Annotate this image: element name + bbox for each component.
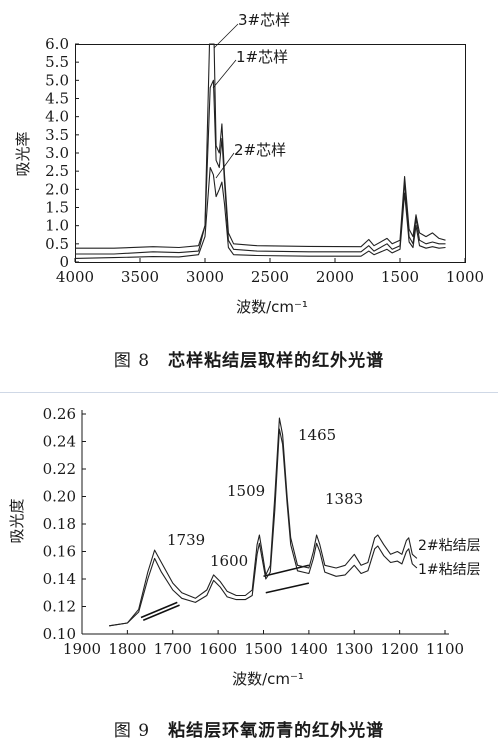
baseline-line-3: [263, 564, 310, 578]
series-line-2: [75, 79, 446, 255]
series-group: [74, 43, 446, 259]
legend-label-1: 1#粘结层: [418, 562, 481, 578]
annotation-2-core: 2#芯样: [234, 141, 286, 159]
y-tick-label: 0: [59, 253, 69, 271]
series-group: [109, 417, 418, 627]
x-tick-label: 1300: [335, 640, 373, 658]
figure-9-title: 粘结层环氧沥青的红外光谱: [168, 721, 385, 741]
figure-9-number: 图 9: [113, 721, 151, 741]
x-tick-label: 1700: [154, 640, 192, 658]
x-tick-label: 1100: [426, 640, 464, 658]
y-tick-label: 5.5: [45, 53, 69, 71]
x-tick-label: 2000: [316, 268, 354, 286]
x-axis-title: 波数/cm⁻¹: [236, 298, 308, 316]
y-tick-label: 0.5: [45, 235, 69, 253]
baseline-line-1: [140, 601, 178, 619]
x-tick-label: 4000: [56, 268, 94, 286]
peak-label-1509: 1509: [227, 482, 265, 500]
y-axis-title: 吸光率: [14, 131, 32, 176]
y-tick-label: 0.12: [43, 598, 76, 616]
x-tick-label: 1500: [381, 268, 419, 286]
annotation-3-core: 3#芯样: [238, 11, 290, 29]
y-tick-label: 2.0: [45, 180, 69, 198]
annotation-1-core: 1#芯样: [236, 48, 288, 66]
y-tick-label: 0.10: [43, 625, 76, 643]
figure-8-caption: 图 8 芯样粘结层取样的红外光谱: [0, 346, 498, 371]
x-tick-label: 2500: [251, 268, 289, 286]
figure-9-caption: 图 9 粘结层环氧沥青的红外光谱: [0, 716, 498, 741]
peak-label-1383: 1383: [325, 490, 363, 508]
y-tick-label: 0.14: [43, 570, 76, 588]
series-line-3: [74, 166, 446, 259]
figure-8-title: 芯样粘结层取样的红外光谱: [168, 351, 385, 371]
y-tick-label: 4.0: [45, 108, 69, 126]
x-tick-label: 1500: [244, 640, 282, 658]
x-tick-label: 3000: [186, 268, 224, 286]
y-tick-label: 0.26: [43, 405, 76, 423]
x-axis: 4000 3500 3000 2500 2000 1500 1000: [56, 258, 484, 286]
baseline-group: [140, 564, 310, 621]
y-tick-label: 3.0: [45, 144, 69, 162]
y-tick-label: 0.22: [43, 460, 76, 478]
leader-line-3: [213, 23, 239, 49]
y-tick-label: 0.24: [43, 433, 76, 451]
legend-label-2: 2#粘结层: [418, 538, 481, 554]
y-axis: 00.51.01.52.02.53.03.54.04.55.05.56.0: [45, 35, 79, 271]
section-divider: [0, 392, 498, 393]
peak-label-1739: 1739: [167, 531, 205, 549]
y-tick-label: 0.16: [43, 543, 76, 561]
peak-label-1600: 1600: [210, 552, 248, 570]
leader-line-2: [215, 152, 235, 179]
x-tick-label: 3500: [121, 268, 159, 286]
y-axis-title: 吸光度: [8, 498, 26, 543]
y-tick-label: 1.5: [45, 199, 69, 217]
x-axis-title: 波数/cm⁻¹: [232, 670, 304, 688]
y-tick-label: 0.18: [43, 515, 76, 533]
x-tick-label: 1200: [381, 640, 419, 658]
x-tick-label: 1400: [290, 640, 328, 658]
y-tick-label: 3.5: [45, 126, 69, 144]
figure-8-chart: 00.51.01.52.02.53.03.54.04.55.05.56.0 40…: [14, 11, 484, 316]
series-line-1: [109, 417, 418, 627]
leader-line-1: [212, 59, 237, 89]
x-tick-label: 1900: [63, 640, 101, 658]
series-line-2: [109, 428, 418, 627]
y-tick-label: 4.5: [45, 90, 69, 108]
y-tick-label: 0.20: [43, 488, 76, 506]
y-tick-label: 1.0: [45, 217, 69, 235]
x-axis: 1900 1800 1700 1600 1500 1400 1300 1200 1100: [63, 630, 464, 658]
x-tick-label: 1000: [446, 268, 484, 286]
y-tick-label: 5.0: [45, 71, 69, 89]
y-tick-label: 2.5: [45, 162, 69, 180]
baseline-line-4: [265, 582, 310, 594]
x-tick-label: 1600: [199, 640, 237, 658]
y-axis: 0.10 0.12 0.14 0.16 0.18 0.20 0.22 0.24 0.26: [43, 405, 86, 643]
x-tick-label: 1800: [108, 640, 146, 658]
baseline-line-2: [142, 604, 180, 621]
figure-9-chart: 0.10 0.12 0.14 0.16 0.18 0.20 0.22 0.24 0.26 190…: [8, 405, 481, 688]
y-tick-label: 6.0: [45, 35, 69, 53]
peak-label-1465: 1465: [298, 426, 336, 444]
figure-8-number: 图 8: [113, 351, 151, 371]
